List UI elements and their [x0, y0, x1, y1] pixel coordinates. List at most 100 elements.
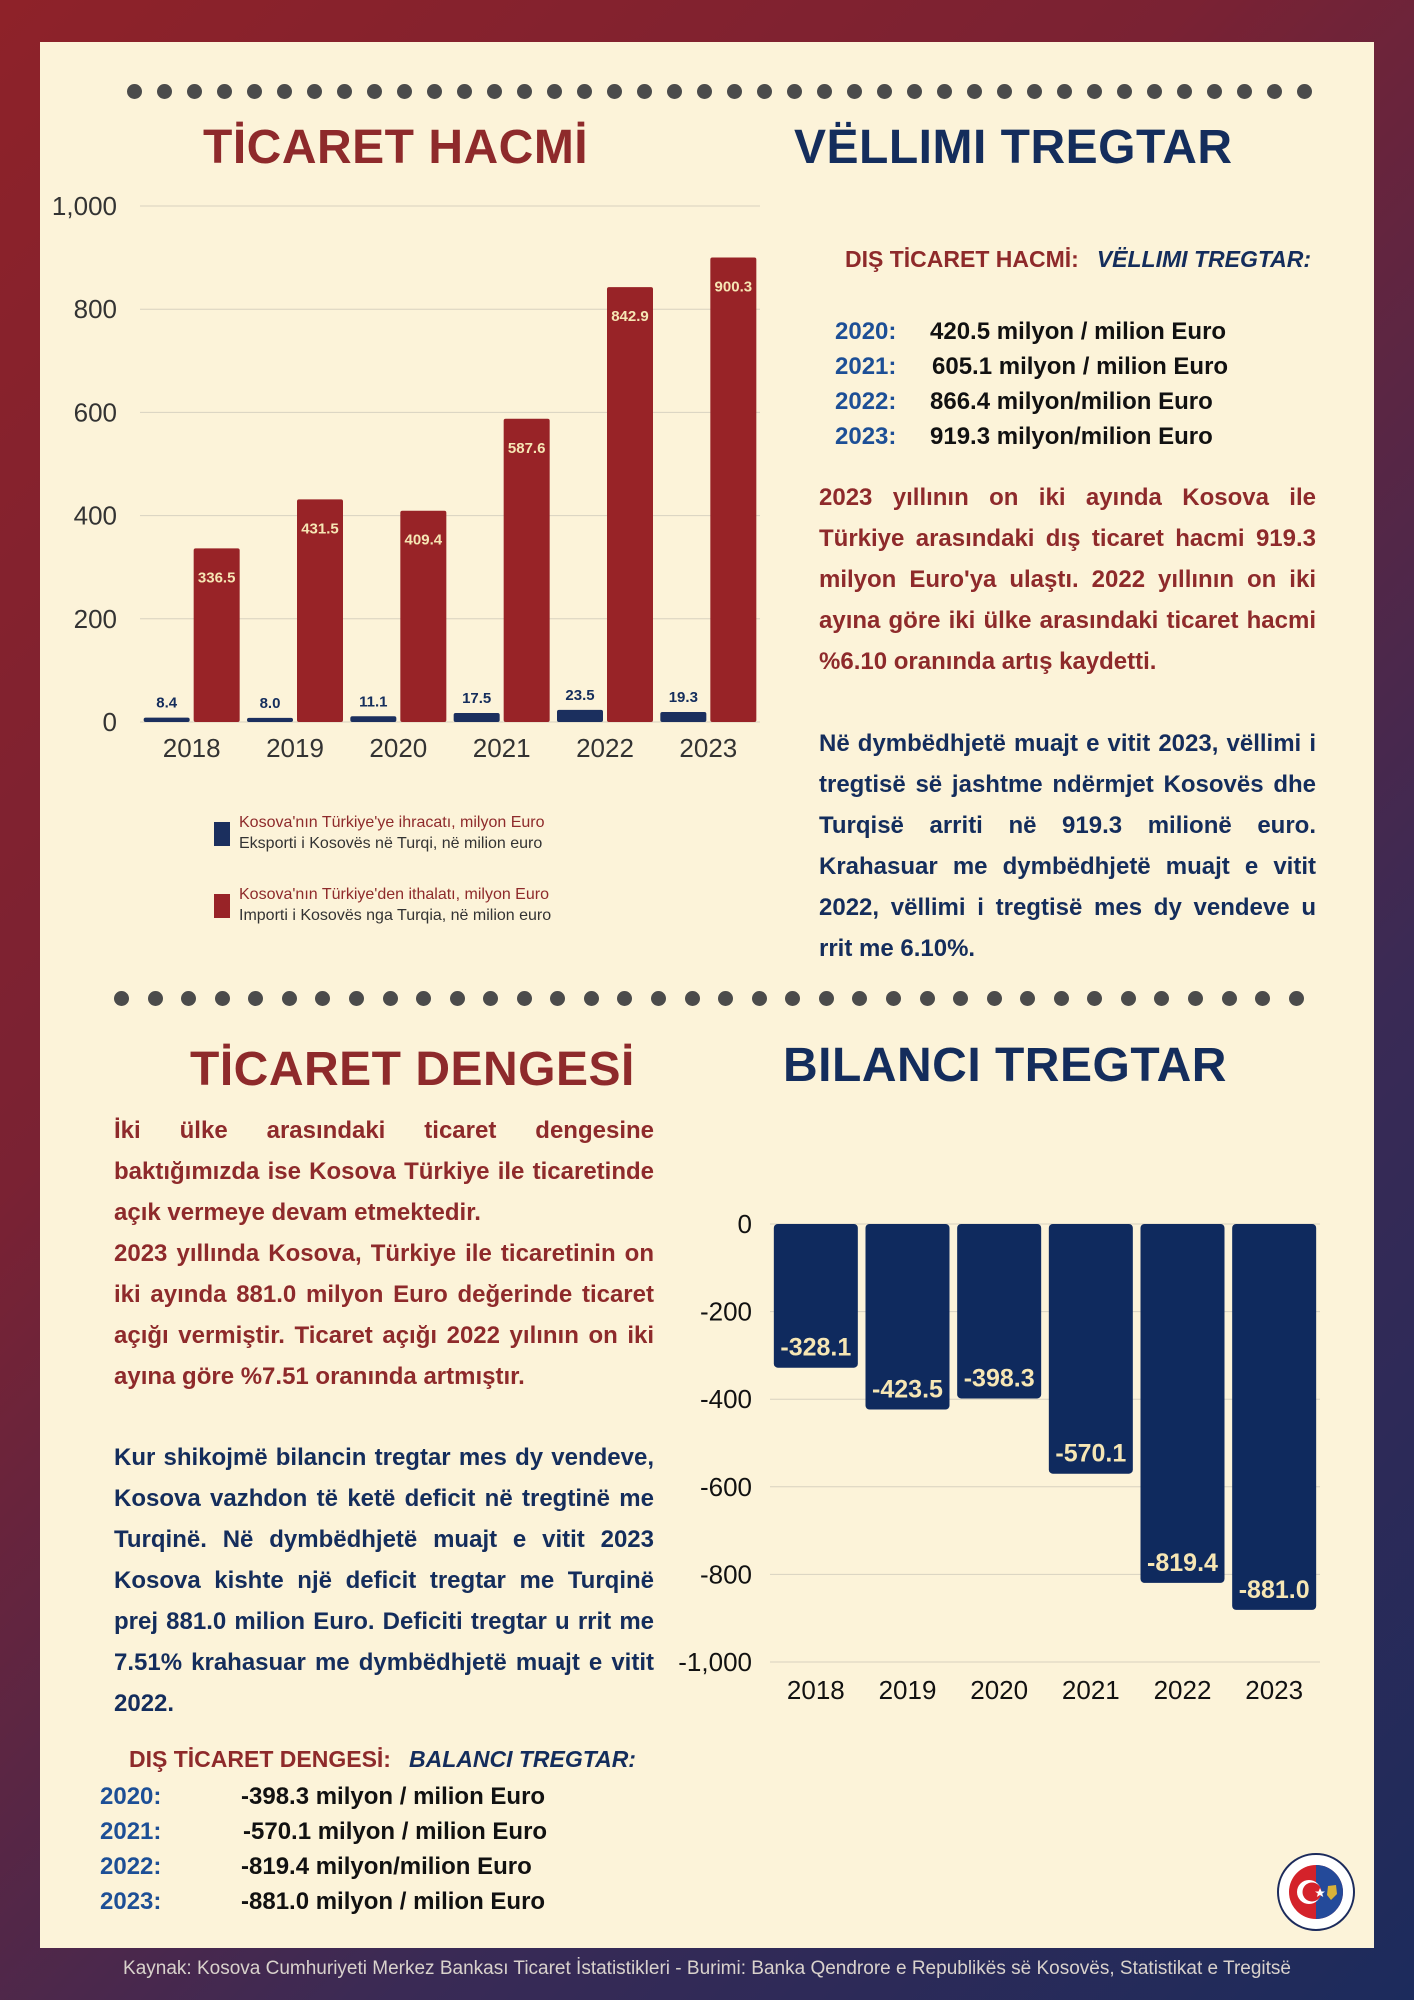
divider-dot: [727, 84, 742, 99]
balance-title-sq: BILANCI TREGTAR: [783, 1039, 1227, 1092]
divider-dot: [214, 991, 230, 1006]
import-value-label: 409.4: [405, 532, 443, 549]
x-tick-label: 2022: [576, 733, 634, 763]
divider-dot: [997, 84, 1012, 99]
y-tick-label: 1,000: [52, 191, 117, 221]
export-value-label: 17.5: [462, 690, 491, 707]
y-tick-label: -400: [700, 1384, 752, 1414]
divider-dot: [1053, 991, 1069, 1006]
y-tick-label: 0: [738, 1209, 752, 1239]
divider-dot: [427, 84, 442, 99]
balance-list: 2020: -398.3 milyon / milion Euro 2021: -5…: [100, 1779, 547, 1919]
divider-dot: [787, 84, 802, 99]
import-value-label: 431.5: [301, 520, 339, 537]
divider-dot: [127, 84, 142, 99]
legend-swatch-imports: [214, 894, 230, 918]
import-bar: [607, 287, 653, 722]
divider-dot: [1154, 991, 1170, 1006]
volume-row: 2020: 420.5 milyon / milion Euro: [835, 314, 1228, 349]
y-tick-label: -800: [700, 1559, 752, 1589]
volume-year: 2021:: [835, 353, 897, 380]
divider-dot: [1237, 84, 1252, 99]
volume-year: 2023:: [835, 423, 897, 450]
balance-paragraph-sq: Kur shikojmë bilancin tregtar mes dy ven…: [114, 1444, 654, 1717]
balance-value-label: -328.1: [780, 1334, 851, 1362]
divider-dot: [953, 991, 969, 1006]
divider-dot: [651, 991, 666, 1006]
y-tick-label: -200: [700, 1297, 752, 1327]
legend-label-exports-tr: Kosova'nın Türkiye'ye ihracatı, milyon E…: [239, 814, 545, 831]
divider-dot: [751, 991, 767, 1006]
balance-row: 2021: -570.1 milyon / milion Euro: [100, 1814, 547, 1849]
balance-row: 2020: -398.3 milyon / milion Euro: [100, 1779, 547, 1814]
divider-dot: [817, 84, 832, 99]
export-bar: [557, 709, 603, 722]
divider-dot: [483, 991, 499, 1006]
export-value-label: 19.3: [669, 689, 698, 706]
divider-dot: [1027, 84, 1042, 99]
divider-dot: [307, 84, 322, 99]
divider-dot: [577, 84, 592, 99]
x-tick-label: 2019: [879, 1675, 937, 1705]
import-value-label: 336.5: [198, 569, 236, 586]
balance-bar: [957, 1224, 1042, 1399]
divider-dot: [757, 84, 772, 99]
trade-balance-chart: 0 -200 -400 -600 -800 -1,000 -328.1 2018 -423.5 2…: [678, 1209, 1320, 1705]
export-value-label: 11.1: [359, 693, 387, 710]
divider-dot: [818, 991, 834, 1006]
divider-dot: [1188, 991, 1203, 1006]
volume-subheading-tr: DIŞ TİCARET HACMİ:: [845, 246, 1079, 272]
balance-year: 2023:: [100, 1888, 162, 1915]
divider-dot: [919, 991, 935, 1006]
divider-dot: [397, 84, 412, 99]
divider-dot: [847, 84, 862, 99]
import-value-label: 900.3: [715, 278, 753, 295]
divider-dot: [718, 991, 734, 1006]
divider-dot: [449, 991, 465, 1006]
balance-subheading: DIŞ TİCARET DENGESİ: BALANCI TREGTAR:: [129, 1746, 636, 1773]
divider-dot: [547, 84, 562, 99]
volume-row: 2021: 605.1 milyon / milion Euro: [835, 349, 1228, 384]
volume-list: 2020: 420.5 milyon / milion Euro 2021: 605…: [835, 314, 1228, 454]
divider-dot: [157, 84, 172, 99]
import-bar: [710, 257, 757, 722]
volume-subheading-sq: VËLLIMI TREGTAR:: [1096, 246, 1312, 272]
volume-title-sq: VËLLIMI TREGTAR: [794, 121, 1233, 174]
divider-dot: [852, 991, 868, 1006]
divider-dot: [367, 84, 382, 99]
legend-item-imports: Kosova'nın Türkiye'den ithalatı, milyon …: [214, 884, 551, 926]
x-tick-label: 2023: [1245, 1675, 1303, 1705]
divider-dot: [667, 84, 682, 99]
balance-paragraph-tr: İki ülke arasındaki ticaret dengesine ba…: [114, 1117, 654, 1390]
volume-paragraph-sq: Në dymbëdhjetë muajt e vitit 2023, vëlli…: [819, 730, 1316, 962]
balance-bar: [1232, 1224, 1317, 1610]
balance-value-label: -819.4: [1147, 1549, 1218, 1577]
volume-value: 420.5 milyon / milion Euro: [930, 318, 1227, 345]
chamber-logo: [1277, 1853, 1355, 1931]
balance-value: -398.3 milyon / milion Euro: [241, 1783, 546, 1810]
balance-row: 2022: -819.4 milyon/milion Euro: [100, 1849, 547, 1884]
balance-value-label: -881.0: [1239, 1576, 1310, 1604]
y-tick-label: 200: [74, 604, 117, 634]
divider-dot: [550, 991, 566, 1006]
volume-title-tr: TİCARET HACMİ: [203, 121, 589, 174]
balance-bar: [865, 1224, 950, 1410]
divider-dot: [517, 84, 532, 99]
volume-chart-legend: Kosova'nın Türkiye'ye ihracatı, milyon E…: [214, 812, 551, 956]
x-tick-label: 2021: [473, 733, 531, 763]
balance-value: -881.0 milyon / milion Euro: [241, 1888, 546, 1915]
x-tick-label: 2023: [679, 733, 737, 763]
balance-year: 2022:: [100, 1853, 162, 1880]
divider-dot: [217, 84, 232, 99]
divider-dot: [1087, 84, 1102, 99]
top-dotted-divider: [127, 84, 1312, 99]
x-tick-label: 2022: [1154, 1675, 1212, 1705]
x-tick-label: 2018: [787, 1675, 845, 1705]
volume-row: 2022: 866.4 milyon/milion Euro: [835, 384, 1228, 419]
legend-label-imports-tr: Kosova'nın Türkiye'den ithalatı, milyon …: [239, 886, 549, 903]
divider-dot: [1120, 991, 1136, 1006]
divider-dot: [416, 991, 432, 1006]
import-bar: [297, 499, 343, 722]
divider-dot: [885, 991, 901, 1006]
divider-dot: [247, 84, 262, 99]
